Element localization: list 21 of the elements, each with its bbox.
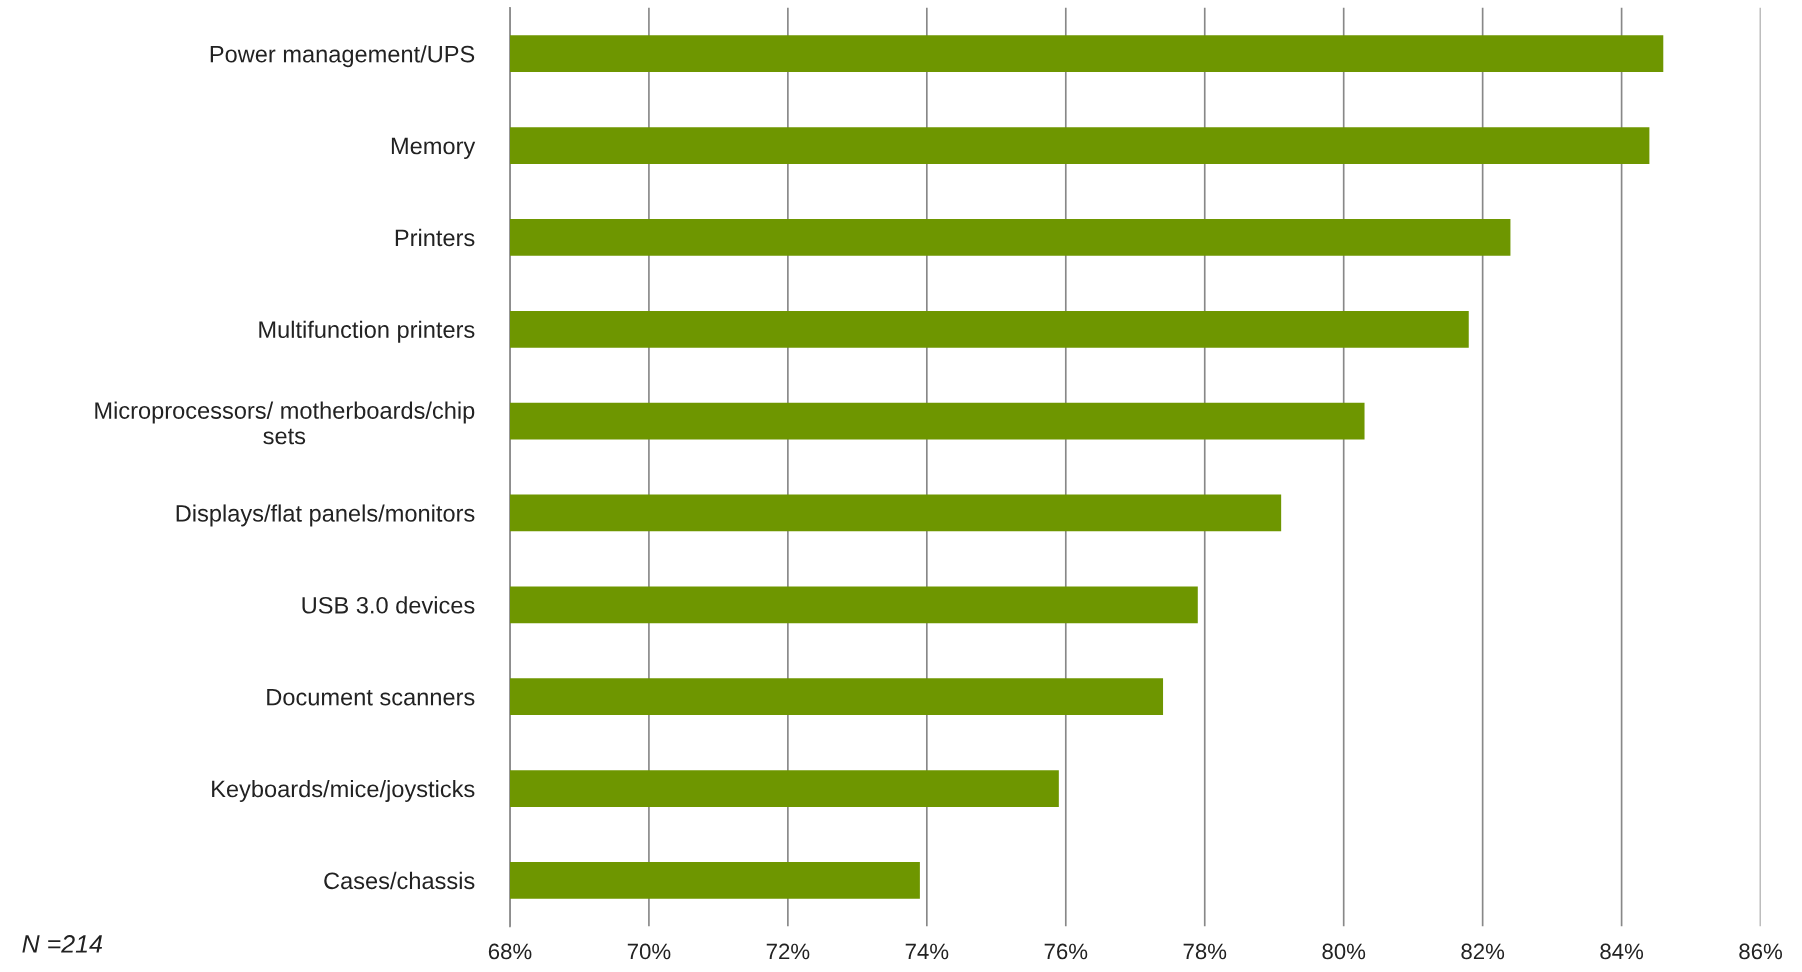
y-tick-label: USB 3.0 devices (302, 596, 475, 614)
y-tick-label: Printers (395, 228, 475, 247)
x-tick-label: 86% (1739, 943, 1782, 960)
y-tick-label: Memory (391, 137, 476, 160)
y-tick-label: Keyboards/mice/joysticks (212, 779, 475, 802)
x-tick-label: 72% (766, 943, 810, 960)
y-tick-label: Cases/chassis (324, 871, 475, 890)
x-tick-label: 82% (1461, 943, 1505, 960)
text: N =214 (22, 935, 102, 953)
x-tick-label: 76% (1044, 943, 1088, 960)
x-tick-label: 80% (1322, 943, 1366, 960)
x-tick-label: 78% (1183, 943, 1227, 960)
y-tick-label: Multifunction printers (259, 320, 475, 343)
y-tick-label: Microprocessors/ motherboards/chip sets (95, 401, 475, 445)
x-tick-label: 70% (627, 943, 671, 960)
y-tick-label: Power management/UPS (210, 45, 475, 68)
x-tick-label: 74% (905, 943, 949, 960)
y-tick-label: Document scanners (267, 688, 475, 706)
x-tick-label: 84% (1600, 943, 1644, 960)
x-tick-label: 68% (488, 943, 532, 960)
y-tick-label: Displays/flat panels/monitors (176, 504, 475, 527)
